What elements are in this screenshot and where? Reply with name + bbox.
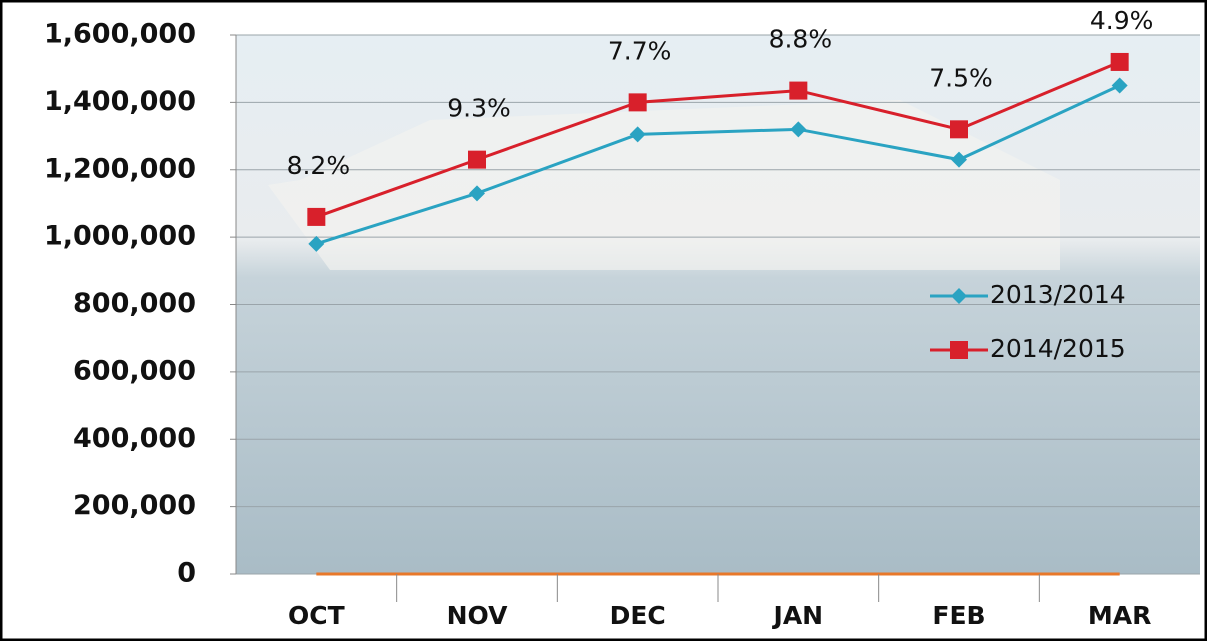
x-tick-label: NOV [447, 601, 509, 630]
y-tick-label: 1,400,000 [44, 86, 196, 117]
legend-marker [950, 341, 968, 359]
data-point [468, 150, 486, 169]
data-point [628, 93, 647, 112]
y-tick-label: 600,000 [73, 355, 196, 386]
annotation: 7.7% [608, 36, 672, 65]
x-tick-label: FEB [932, 601, 985, 630]
y-tick-label: 800,000 [73, 288, 196, 319]
annotation: 4.9% [1090, 6, 1154, 35]
x-tick-label: JAN [772, 601, 824, 630]
annotation: 8.2% [287, 151, 351, 180]
x-tick-label: MAR [1088, 601, 1151, 630]
annotation: 9.3% [447, 94, 511, 123]
data-point [951, 151, 967, 168]
series-line [315, 84, 1121, 246]
data-point [1111, 77, 1128, 94]
annotation: 8.8% [769, 25, 833, 54]
y-tick-label: 1,200,000 [44, 153, 196, 184]
y-tick-label: 1,600,000 [44, 19, 196, 50]
legend-label: 2013/2014 [990, 280, 1126, 309]
y-tick-label: 200,000 [73, 490, 196, 521]
legend-marker [951, 288, 967, 304]
legend-label: 2014/2015 [990, 334, 1126, 363]
y-tick-label: 400,000 [73, 423, 196, 454]
data-point [307, 207, 326, 226]
data-point [950, 120, 968, 139]
series-line [315, 60, 1121, 219]
data-point [308, 235, 325, 252]
data-point [1110, 52, 1129, 71]
y-tick-label: 0 [177, 558, 196, 589]
data-point [789, 81, 808, 100]
annotation: 7.5% [929, 63, 993, 92]
data-point [629, 126, 646, 143]
x-tick-label: DEC [610, 601, 666, 630]
x-tick-label: OCT [288, 601, 345, 630]
y-tick-label: 1,000,000 [44, 221, 196, 252]
data-point [469, 185, 485, 202]
data-point [790, 121, 807, 138]
